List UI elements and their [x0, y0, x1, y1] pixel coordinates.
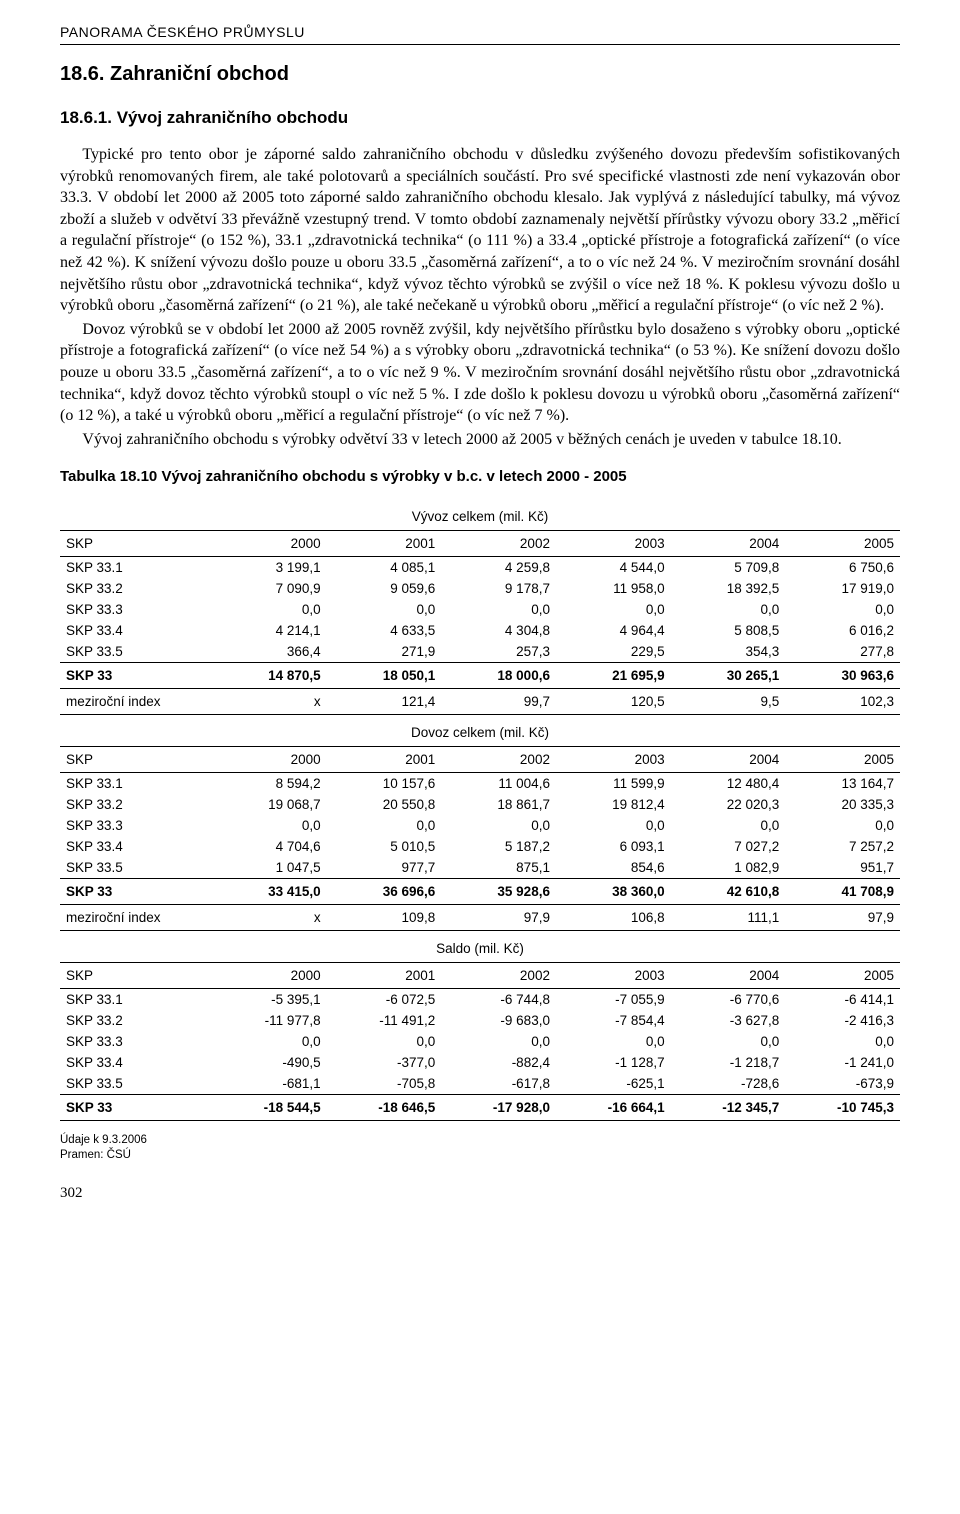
table-row: SKP 33.44 704,65 010,55 187,26 093,17 02…	[60, 836, 900, 857]
subsection-title: 18.6.1. Vývoj zahraničního obchodu	[60, 108, 900, 128]
table-row: SKP 33.30,00,00,00,00,00,0	[60, 1031, 900, 1052]
table-row: SKP 33.5366,4271,9257,3229,5354,3277,8	[60, 641, 900, 663]
running-header: PANORAMA ČESKÉHO PRŮMYSLU	[60, 24, 900, 40]
page: PANORAMA ČESKÉHO PRŮMYSLU 18.6. Zahranič…	[0, 0, 960, 1242]
table-row: SKP 33.44 214,14 633,54 304,84 964,45 80…	[60, 620, 900, 641]
table-row: SKP 33.1-5 395,1-6 072,5-6 744,8-7 055,9…	[60, 989, 900, 1011]
table-sum-row: SKP 3333 415,036 696,635 928,638 360,042…	[60, 879, 900, 905]
table-index-row: meziroční indexx121,499,7120,59,5102,3	[60, 689, 900, 715]
section-title: 18.6. Zahraniční obchod	[60, 63, 900, 86]
source-line: Údaje k 9.3.2006	[60, 1134, 147, 1146]
table-block-title: Vývoz celkem (mil. Kč)	[60, 499, 900, 531]
table-row: SKP 33.5-681,1-705,8-617,8-625,1-728,6-6…	[60, 1073, 900, 1095]
table-col-header: SKP200020012002200320042005	[60, 963, 900, 989]
table-row: SKP 33.219 068,720 550,818 861,719 812,4…	[60, 794, 900, 815]
paragraph: Dovoz výrobků se v období let 2000 až 20…	[60, 319, 900, 427]
table-block-title: Saldo (mil. Kč)	[60, 931, 900, 963]
page-number: 302	[60, 1185, 900, 1202]
header-rule	[60, 44, 900, 45]
source-note: Údaje k 9.3.2006 Pramen: ČSÚ	[60, 1133, 900, 1163]
table-row: SKP 33.4-490,5-377,0-882,4-1 128,7-1 218…	[60, 1052, 900, 1073]
table-row: SKP 33.30,00,00,00,00,00,0	[60, 815, 900, 836]
table-row: SKP 33.18 594,210 157,611 004,611 599,91…	[60, 773, 900, 795]
source-line: Pramen: ČSÚ	[60, 1149, 131, 1161]
body-text: Typické pro tento obor je záporné saldo …	[60, 144, 900, 450]
table-sum-row: SKP 33-18 544,5-18 646,5-17 928,0-16 664…	[60, 1095, 900, 1121]
table-sum-row: SKP 3314 870,518 050,118 000,621 695,930…	[60, 663, 900, 689]
table-row: SKP 33.27 090,99 059,69 178,711 958,018 …	[60, 578, 900, 599]
table-index-row: meziroční indexx109,897,9106,8111,197,9	[60, 905, 900, 931]
table-col-header: SKP200020012002200320042005	[60, 531, 900, 557]
table-row: SKP 33.51 047,5977,7875,1854,61 082,9951…	[60, 857, 900, 879]
table-row: SKP 33.13 199,14 085,14 259,84 544,05 70…	[60, 557, 900, 579]
table-caption: Tabulka 18.10 Vývoj zahraničního obchodu…	[60, 468, 900, 485]
table-row: SKP 33.30,00,00,00,00,00,0	[60, 599, 900, 620]
paragraph: Typické pro tento obor je záporné saldo …	[60, 144, 900, 317]
paragraph: Vývoj zahraničního obchodu s výrobky odv…	[60, 429, 900, 451]
table-block-title: Dovoz celkem (mil. Kč)	[60, 715, 900, 747]
table-col-header: SKP200020012002200320042005	[60, 747, 900, 773]
table-row: SKP 33.2-11 977,8-11 491,2-9 683,0-7 854…	[60, 1010, 900, 1031]
trade-table: Vývoz celkem (mil. Kč)SKP200020012002200…	[60, 499, 900, 1121]
